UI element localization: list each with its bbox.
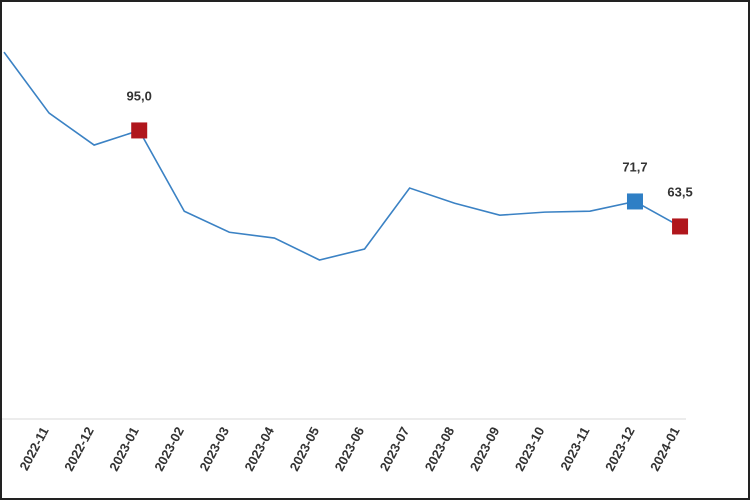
marker xyxy=(131,122,148,139)
x-tick-label: 2023-11 xyxy=(557,424,592,473)
x-tick-label: 2024-01 xyxy=(647,424,683,473)
x-tick-label: 2023-05 xyxy=(286,424,322,473)
x-tick-label: 2022-11 xyxy=(16,424,51,473)
x-tick-label: 2022-12 xyxy=(61,424,97,473)
x-tick-label: 2023-09 xyxy=(467,424,503,473)
x-tick-label: 2023-01 xyxy=(106,424,142,473)
data-label: 95,0 xyxy=(127,88,152,103)
x-tick-label: 2023-12 xyxy=(602,424,638,473)
x-tick-label: 2023-03 xyxy=(196,424,232,473)
marker xyxy=(626,193,643,210)
x-tick-label: 2023-08 xyxy=(422,424,458,473)
x-tick-label: 2023-06 xyxy=(332,424,368,473)
x-tick-label: 2023-10 xyxy=(512,424,548,473)
x-tick-label: 2023-02 xyxy=(151,424,187,473)
marker xyxy=(672,218,689,235)
x-tick-label: 2023-04 xyxy=(241,424,277,474)
data-label: 71,7 xyxy=(622,159,647,174)
data-label: 63,5 xyxy=(667,184,692,199)
x-tick-label: 2023-07 xyxy=(377,424,413,473)
line xyxy=(3,51,681,261)
